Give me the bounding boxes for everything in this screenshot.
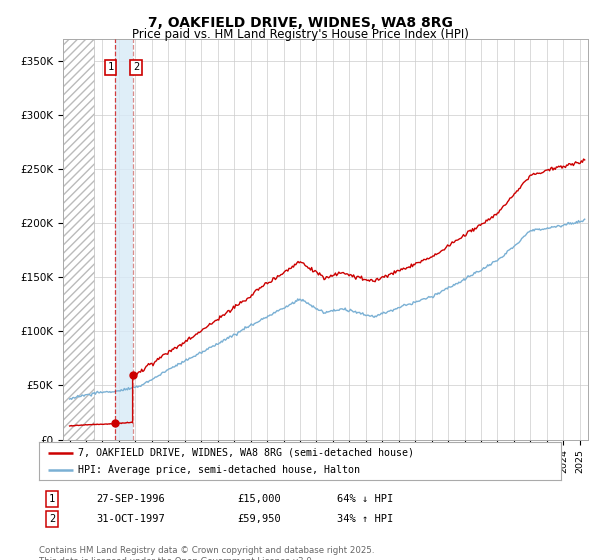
Text: Price paid vs. HM Land Registry's House Price Index (HPI): Price paid vs. HM Land Registry's House … (131, 28, 469, 41)
Text: £15,000: £15,000 (238, 494, 281, 505)
Text: Contains HM Land Registry data © Crown copyright and database right 2025.
This d: Contains HM Land Registry data © Crown c… (39, 547, 374, 560)
Text: £59,950: £59,950 (238, 514, 281, 524)
Text: 2: 2 (49, 514, 55, 524)
Text: 31-OCT-1997: 31-OCT-1997 (97, 514, 165, 524)
Text: 1: 1 (49, 494, 55, 505)
Text: 1: 1 (107, 62, 113, 72)
Text: 7, OAKFIELD DRIVE, WIDNES, WA8 8RG (semi-detached house): 7, OAKFIELD DRIVE, WIDNES, WA8 8RG (semi… (78, 447, 414, 458)
Bar (63, 39, 94, 440)
Text: 2: 2 (133, 62, 139, 72)
Text: 27-SEP-1996: 27-SEP-1996 (97, 494, 165, 505)
Text: 7, OAKFIELD DRIVE, WIDNES, WA8 8RG: 7, OAKFIELD DRIVE, WIDNES, WA8 8RG (148, 16, 452, 30)
Text: 34% ↑ HPI: 34% ↑ HPI (337, 514, 393, 524)
Bar (115, 39, 133, 440)
Text: 64% ↓ HPI: 64% ↓ HPI (337, 494, 393, 505)
Text: HPI: Average price, semi-detached house, Halton: HPI: Average price, semi-detached house,… (78, 465, 360, 475)
